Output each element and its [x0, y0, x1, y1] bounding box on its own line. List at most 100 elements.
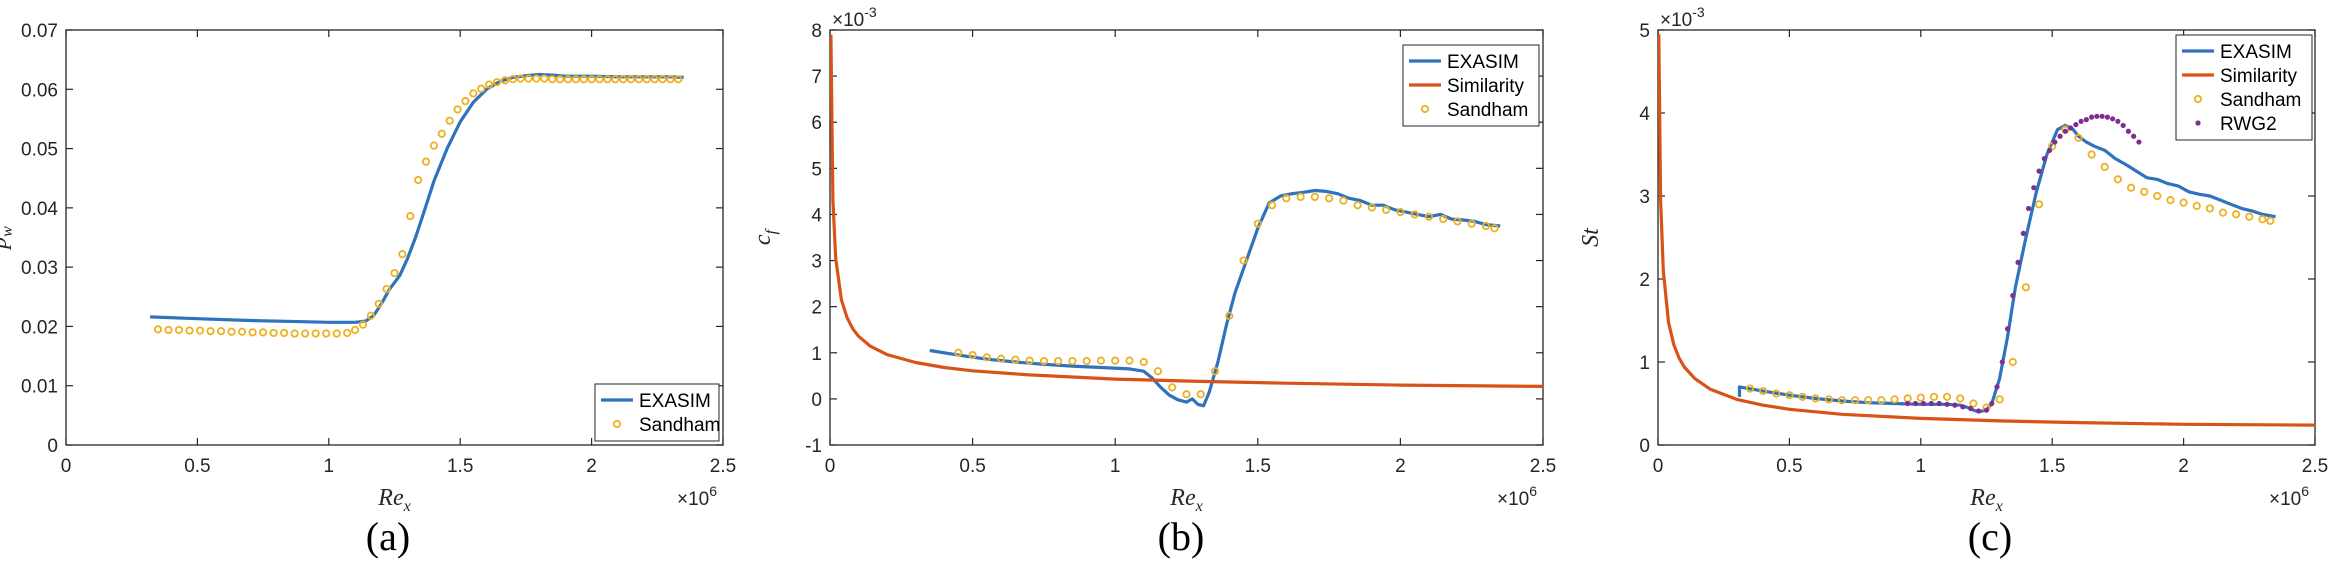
x-tick-label: 0 — [825, 456, 836, 477]
x-tick-label: 1.5 — [1245, 456, 1271, 477]
y-label-base: c — [750, 234, 776, 245]
x-label-base: Re — [1169, 485, 1196, 511]
y-tick-label: 0.01 — [21, 377, 58, 398]
data-point-rwg2 — [1936, 400, 1942, 407]
data-point-rwg2 — [2125, 128, 2132, 134]
data-point-rwg2 — [2131, 133, 2137, 139]
data-point-sandham — [1811, 394, 1820, 403]
data-point-sandham — [301, 329, 310, 338]
plot-area — [65, 29, 724, 446]
data-point-sandham — [1877, 396, 1886, 405]
data-point-sandham — [258, 328, 268, 337]
data-point-sandham — [332, 329, 341, 338]
legend-label-exasim: EXASIM — [2220, 42, 2292, 63]
data-point-rwg2 — [2110, 116, 2116, 122]
y-axis-label: pw — [0, 226, 16, 251]
data-point-sandham — [2232, 210, 2241, 219]
data-point-sandham — [563, 75, 573, 84]
panel-caption: (b) — [1158, 514, 1205, 559]
data-point-rwg2 — [2041, 156, 2047, 162]
data-point-rwg2 — [1983, 407, 1990, 413]
data-point-sandham — [2166, 196, 2175, 205]
data-point-sandham — [555, 75, 565, 84]
data-point-sandham — [1139, 357, 1148, 367]
data-point-sandham — [227, 327, 236, 336]
data-point-sandham — [579, 75, 588, 84]
x-exponent-power: 6 — [2301, 483, 2309, 499]
data-point-sandham — [1367, 203, 1376, 212]
data-point-sandham — [1956, 394, 1965, 403]
series-line-similarity — [1658, 34, 2315, 427]
data-point-sandham — [1772, 389, 1781, 398]
y-axis-label: St — [1578, 227, 1604, 247]
data-point-sandham — [516, 74, 525, 83]
data-point-sandham — [1239, 256, 1248, 265]
data-point-sandham — [1267, 201, 1277, 210]
y-tick-label: 3 — [811, 252, 822, 273]
data-point-rwg2 — [1994, 384, 2000, 390]
data-point-sandham — [164, 325, 173, 335]
data-point-sandham — [968, 350, 977, 360]
data-point-rwg2 — [2115, 118, 2121, 124]
x-axis-exponent: ×106 — [2269, 483, 2309, 510]
data-point-sandham — [1916, 393, 1925, 402]
data-point-sandham — [2258, 215, 2267, 224]
data-point-sandham — [611, 75, 620, 84]
x-label-base: Re — [1969, 485, 1996, 511]
data-point-rwg2 — [2083, 117, 2089, 123]
data-point-rwg2 — [1989, 400, 1995, 407]
x-tick-label: 2.5 — [1530, 456, 1556, 477]
data-point-sandham — [1153, 367, 1163, 376]
y-label-base: p — [0, 237, 12, 251]
data-point-sandham — [2218, 208, 2228, 217]
data-point-sandham — [634, 75, 644, 84]
data-point-rwg2 — [2104, 114, 2110, 120]
data-point-sandham — [1282, 194, 1291, 203]
x-label-sub: x — [403, 498, 411, 515]
data-layer — [1658, 34, 2315, 427]
y-tick-label: 2 — [1639, 270, 1650, 291]
data-point-sandham — [1025, 356, 1034, 365]
legend-label-similarity: Similarity — [2220, 66, 2298, 87]
x-tick-label: 2 — [586, 456, 597, 477]
data-point-rwg2 — [2057, 133, 2063, 139]
y-label-sub: f — [763, 227, 780, 234]
data-point-rwg2 — [2067, 125, 2074, 131]
data-point-rwg2 — [2004, 326, 2011, 332]
x-exponent-base: ×10 — [677, 489, 709, 510]
data-point-sandham — [1745, 384, 1755, 393]
data-point-sandham — [206, 327, 215, 336]
y-tick-label: 6 — [811, 113, 822, 134]
data-point-rwg2 — [1952, 402, 1958, 408]
data-point-sandham — [1253, 219, 1262, 228]
data-point-sandham — [492, 78, 502, 87]
data-point-sandham — [311, 329, 320, 338]
data-point-sandham — [1339, 196, 1348, 205]
data-point-sandham — [1410, 210, 1419, 219]
x-axis-label: Rex — [377, 485, 410, 515]
legend: EXASIM Sandham — [594, 383, 720, 442]
chart-panel-0: 0 0.5 1 1.5 2 2.5 0 0.01 0.02 0.03 0.04 0.05 0.06 0.0… — [0, 21, 736, 559]
data-point-sandham — [2179, 198, 2188, 207]
y-exponent-power: -3 — [864, 4, 877, 20]
data-point-sandham — [1296, 192, 1305, 202]
data-point-sandham — [954, 348, 963, 357]
data-point-sandham — [382, 284, 391, 294]
data-point-sandham — [1785, 391, 1794, 400]
data-point-rwg2 — [2073, 122, 2079, 128]
data-point-sandham — [1439, 214, 1448, 224]
x-tick-label: 0 — [1653, 456, 1664, 477]
data-point-sandham — [2048, 142, 2057, 151]
data-point-sandham — [437, 129, 446, 138]
data-point-rwg2 — [1968, 405, 1974, 412]
y-label-base: St — [1578, 227, 1604, 247]
data-point-sandham — [269, 328, 278, 338]
legend-label-rwg2: RWG2 — [2220, 114, 2277, 135]
data-point-rwg2 — [2120, 122, 2126, 129]
data-point-sandham — [2126, 183, 2136, 192]
data-point-rwg2 — [2052, 139, 2058, 145]
x-tick-label: 0 — [61, 456, 72, 477]
x-axis-label: Rex — [1969, 485, 2002, 515]
y-label-sub: w — [0, 226, 16, 237]
chart-panel-2: 0 0.5 1 1.5 2 2.5012345×106×10-3RexStEXASIMSi… — [1578, 4, 2328, 559]
